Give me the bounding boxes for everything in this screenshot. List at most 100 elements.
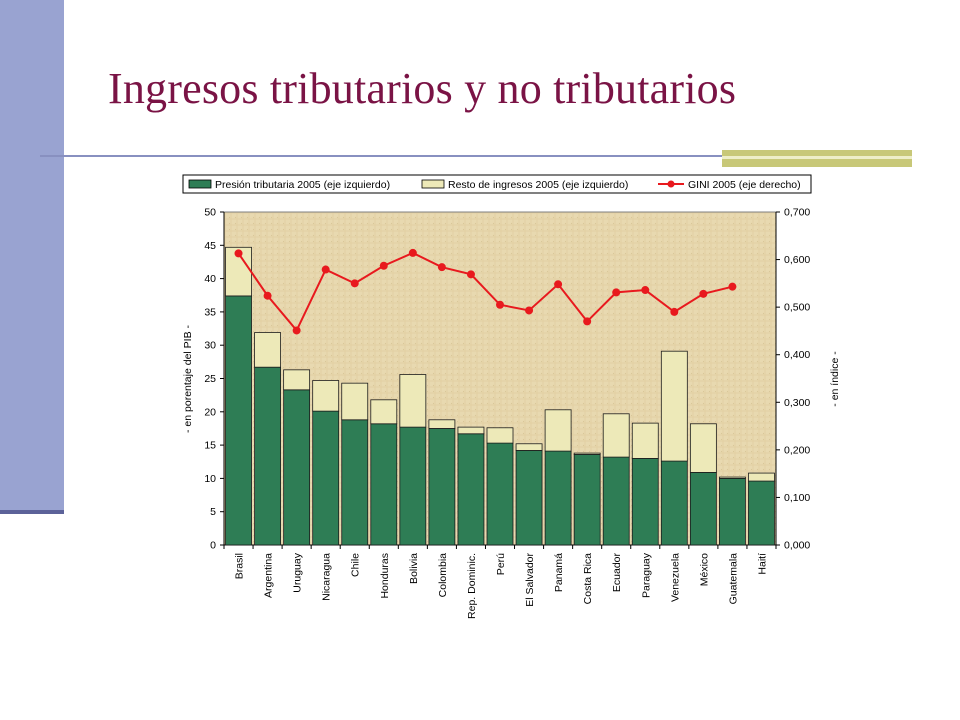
bar-presion-tributaria	[254, 366, 281, 546]
legend-marker-gini	[667, 180, 675, 188]
gini-point	[379, 261, 388, 270]
gini-point	[583, 317, 592, 326]
bar-resto-ingresos	[457, 426, 485, 435]
decorative-side-bar-shadow	[0, 510, 64, 514]
slide-title: Ingresos tributarios y no tributarios	[108, 64, 737, 113]
bar-resto-ingresos	[573, 452, 601, 455]
x-tick-label: México	[698, 553, 710, 586]
gini-point	[525, 306, 534, 315]
x-tick-label: Ecuador	[611, 552, 623, 592]
x-tick-label: Rep. Dominic.	[466, 553, 478, 619]
gini-point	[263, 291, 272, 300]
legend-swatch-tax	[188, 179, 212, 189]
y-left-tick-label: 45	[204, 240, 216, 252]
bar-resto-ingresos	[341, 382, 369, 421]
x-tick-label: El Salvador	[524, 553, 536, 607]
y-left-tick-label: 0	[210, 540, 216, 552]
gini-point	[554, 280, 563, 289]
bar-presion-tributaria	[689, 472, 717, 546]
bar-presion-tributaria	[341, 419, 369, 546]
y-left-tick-label: 5	[210, 506, 216, 518]
bar-presion-tributaria	[399, 426, 427, 546]
gini-point	[466, 270, 475, 279]
bar-presion-tributaria	[370, 423, 398, 546]
decorative-side-bar	[0, 0, 64, 512]
bar-resto-ingresos	[283, 369, 311, 391]
x-tick-label: Chile	[350, 553, 362, 577]
y-left-tick-label: 40	[204, 273, 216, 285]
bar-presion-tributaria	[573, 454, 601, 546]
y-right-tick-label: 0,000	[784, 540, 810, 552]
gini-point	[728, 282, 737, 291]
bar-resto-ingresos	[631, 422, 659, 459]
axes: 0 5 10 15 20 25 30 35 40 45 50 0,000 0,100 0,200 0,300…	[204, 207, 810, 552]
gini-line-series	[234, 248, 737, 335]
gini-point	[612, 288, 621, 297]
legend-label-rest: Resto de ingresos 2005 (eje izquierdo)	[448, 179, 628, 191]
bar-presion-tributaria	[312, 410, 340, 546]
legend-label-gini: GINI 2005 (eje derecho)	[688, 179, 801, 191]
gini-point	[641, 286, 650, 295]
bar-presion-tributaria	[486, 442, 514, 546]
gini-point	[699, 289, 708, 298]
y-right-tick-label: 0,100	[784, 492, 810, 504]
bar-resto-ingresos	[689, 423, 717, 473]
legend: Presión tributaria 2005 (eje izquierdo) …	[182, 174, 812, 194]
y-left-tick-label: 25	[204, 373, 216, 385]
bar-presion-tributaria	[283, 389, 311, 546]
bar-presion-tributaria	[631, 458, 659, 546]
y-right-tick-label: 0,400	[784, 349, 810, 361]
bars	[225, 246, 775, 546]
bar-presion-tributaria	[719, 477, 746, 546]
y-left-tick-label: 20	[204, 406, 216, 418]
y-left-tick-label: 50	[204, 207, 216, 219]
gini-point	[321, 265, 330, 274]
gini-point	[234, 249, 243, 258]
y-left-tick-label: 30	[204, 340, 216, 352]
x-tick-label: Costa Rica	[582, 553, 594, 605]
y-right-tick-label: 0,600	[784, 254, 810, 266]
x-tick-label: Colombia	[437, 553, 449, 598]
bar-resto-ingresos	[748, 472, 775, 482]
bar-resto-ingresos	[515, 443, 543, 451]
gini-line	[237, 251, 733, 333]
y-right-tick-label: 0,300	[784, 397, 810, 409]
y-right-axis-title: - en índice -	[829, 351, 841, 407]
y-right-tick-label: 0,200	[784, 444, 810, 456]
bar-presion-tributaria	[225, 295, 252, 546]
y-left-tick-label: 15	[204, 440, 216, 452]
x-tick-label: Guatemala	[727, 553, 739, 605]
title-underline	[40, 155, 912, 157]
bar-presion-tributaria	[457, 433, 485, 546]
bar-resto-ingresos	[312, 380, 340, 412]
x-tick-label: Nicaragua	[321, 553, 333, 601]
x-tick-label: Perú	[495, 553, 507, 575]
gini-point	[670, 307, 679, 316]
bar-presion-tributaria	[428, 428, 456, 546]
y-left-tick-label: 35	[204, 306, 216, 318]
x-tick-label: Haití	[756, 553, 768, 575]
legend-box	[182, 174, 812, 194]
x-tick-label: Uruguay	[292, 552, 304, 592]
x-tick-label: Paraguay	[640, 552, 652, 598]
bar-resto-ingresos	[428, 419, 456, 429]
bar-presion-tributaria	[602, 456, 630, 546]
x-tick-label: Venezuela	[669, 553, 681, 602]
gini-point	[408, 248, 417, 257]
decorative-accent-stripe	[722, 156, 912, 159]
bar-resto-ingresos	[602, 413, 630, 458]
bar-resto-ingresos	[719, 476, 746, 479]
x-tick-label: Honduras	[379, 553, 391, 599]
y-right-tick-label: 0,500	[784, 302, 810, 314]
bar-resto-ingresos	[399, 374, 427, 428]
bar-resto-ingresos	[544, 409, 572, 452]
x-tick-labels: Brasil Argentina Uruguay Nicaragua Chile Hond…	[234, 552, 769, 619]
bar-resto-ingresos	[660, 350, 688, 462]
y-left-tick-label: 10	[204, 473, 216, 485]
gini-point	[437, 263, 446, 272]
bar-resto-ingresos	[486, 427, 514, 444]
legend-swatch-rest	[421, 179, 445, 189]
x-tick-label: Brasil	[234, 553, 246, 579]
gini-point	[496, 300, 504, 309]
